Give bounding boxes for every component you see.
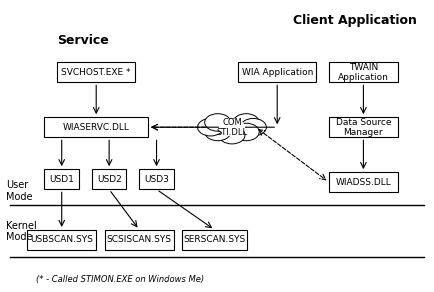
FancyBboxPatch shape <box>328 117 397 137</box>
FancyBboxPatch shape <box>238 62 315 82</box>
FancyBboxPatch shape <box>44 169 79 190</box>
Circle shape <box>218 119 244 136</box>
Circle shape <box>240 119 266 136</box>
FancyBboxPatch shape <box>328 172 397 192</box>
Text: COM
STI.DLL: COM STI.DLL <box>216 117 247 137</box>
FancyBboxPatch shape <box>105 230 173 250</box>
FancyBboxPatch shape <box>328 62 397 82</box>
Text: TWAIN
Application: TWAIN Application <box>337 62 388 82</box>
Text: Data Source
Manager: Data Source Manager <box>335 117 390 137</box>
Text: USD3: USD3 <box>144 175 168 184</box>
Circle shape <box>218 126 244 144</box>
Text: USD2: USD2 <box>96 175 121 184</box>
Text: USBSCAN.SYS: USBSCAN.SYS <box>30 235 93 244</box>
Circle shape <box>218 119 244 136</box>
Text: WIA Application: WIA Application <box>241 68 312 77</box>
Circle shape <box>204 114 230 131</box>
Text: User
Mode: User Mode <box>6 180 32 202</box>
Text: Service: Service <box>57 34 109 47</box>
FancyBboxPatch shape <box>27 230 96 250</box>
FancyBboxPatch shape <box>92 169 126 190</box>
Text: (* - Called STIMON.EXE on Windows Me): (* - Called STIMON.EXE on Windows Me) <box>36 274 204 284</box>
Circle shape <box>204 123 230 141</box>
Text: SCSISCAN.SYS: SCSISCAN.SYS <box>107 235 171 244</box>
FancyBboxPatch shape <box>182 230 247 250</box>
Text: USD1: USD1 <box>49 175 74 184</box>
Text: WIASERVC.DLL: WIASERVC.DLL <box>62 123 129 132</box>
FancyBboxPatch shape <box>44 117 148 137</box>
FancyBboxPatch shape <box>139 169 173 190</box>
Text: WIADSS.DLL: WIADSS.DLL <box>335 178 390 187</box>
Text: SVCHOST.EXE *: SVCHOST.EXE * <box>61 68 131 77</box>
Circle shape <box>197 119 223 136</box>
Text: Client Application: Client Application <box>292 14 416 27</box>
Circle shape <box>233 123 259 141</box>
FancyBboxPatch shape <box>57 62 135 82</box>
Text: Kernel
Mode: Kernel Mode <box>6 220 36 242</box>
Circle shape <box>233 114 259 131</box>
Text: SERSCAN.SYS: SERSCAN.SYS <box>183 235 245 244</box>
